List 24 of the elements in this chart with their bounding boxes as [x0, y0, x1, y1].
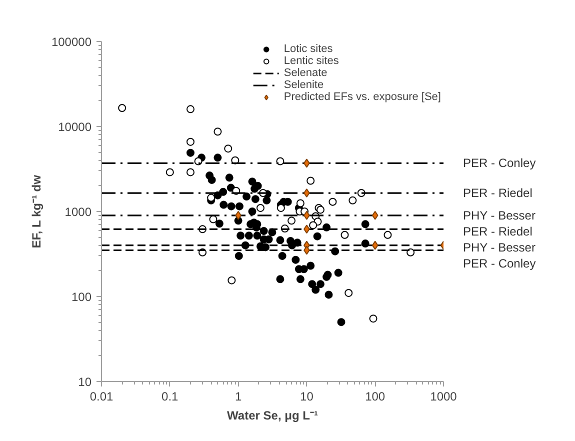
- y-tick-label: 1000: [64, 205, 92, 219]
- legend-label: Predicted EFs vs. exposure [Se]: [284, 91, 441, 103]
- text: PHY - Besser: [463, 208, 536, 222]
- y-tick-label: 100000: [51, 35, 92, 49]
- text: PER - Conley: [463, 156, 536, 170]
- text: PER - Riedel: [463, 224, 532, 238]
- legend-label: Lentic sites: [284, 55, 339, 67]
- text: PER - Riedel: [463, 186, 532, 200]
- x-tick-label: 1000: [430, 390, 458, 404]
- y-axis-title: EF, L kg⁻¹ dw: [29, 174, 44, 248]
- legend-label: Lotic sites: [284, 43, 333, 55]
- legend-label: Selenate: [284, 67, 328, 79]
- y-tick-label: 100: [71, 290, 92, 304]
- x-tick-label: 100: [365, 390, 386, 404]
- y-tick-label: 10000: [58, 120, 92, 134]
- y-tick-label: 10: [78, 375, 92, 389]
- x-tick-label: 0.1: [162, 390, 179, 404]
- x-tick-label: 0.01: [90, 390, 114, 404]
- text: PHY - Besser: [463, 240, 536, 254]
- text: PER - Conley: [463, 256, 536, 270]
- x-axis-title: Water Se, μg L⁻¹: [227, 408, 318, 422]
- legend-label: Selenite: [284, 79, 324, 91]
- x-tick-label: 10: [300, 390, 314, 404]
- x-tick-label: 1: [234, 390, 242, 404]
